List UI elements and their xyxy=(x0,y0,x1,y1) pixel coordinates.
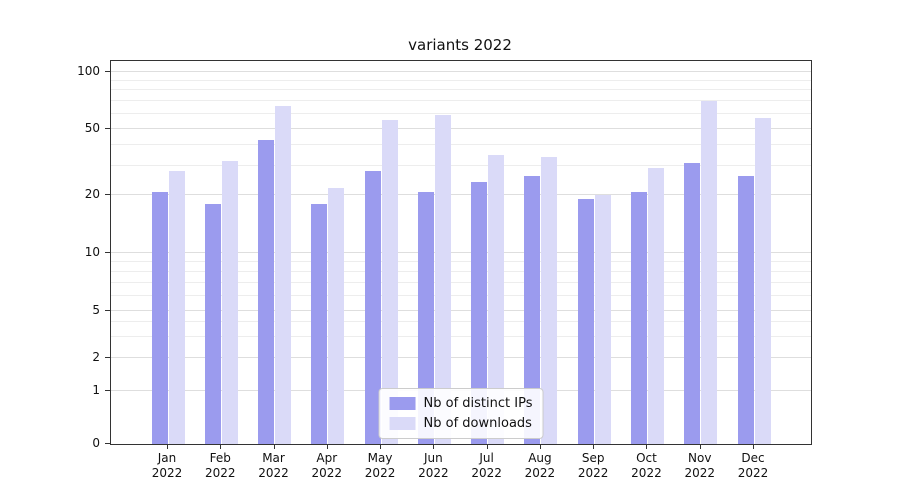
gridline-major xyxy=(111,310,811,311)
bar-downloads-nov xyxy=(701,101,718,444)
x-tick-mark xyxy=(433,444,435,449)
bar-downloads-aug xyxy=(541,156,558,444)
x-tick-mark xyxy=(220,444,222,449)
y-tick-mark xyxy=(105,390,110,391)
bar-distinct-ips-jul xyxy=(471,181,488,444)
bar-downloads-feb xyxy=(221,161,238,444)
legend-swatch-distinct-ips xyxy=(389,397,416,410)
bar-distinct-ips-nov xyxy=(684,163,701,444)
bar-downloads-may xyxy=(381,119,398,444)
plot-area: Nb of distinct IPs Nb of downloads xyxy=(110,60,812,445)
y-tick-label: 100 xyxy=(77,64,100,78)
x-tick-mark xyxy=(326,444,328,449)
bar-downloads-oct xyxy=(647,168,664,444)
bar-distinct-ips-aug xyxy=(524,176,541,444)
x-tick-mark xyxy=(699,444,701,449)
bar-downloads-mar xyxy=(275,106,292,444)
gridline-major xyxy=(111,128,811,129)
x-tick-label: Mar 2022 xyxy=(258,451,289,480)
x-tick-mark xyxy=(646,444,648,449)
gridline-minor xyxy=(111,113,811,115)
bar-downloads-dec xyxy=(754,118,771,444)
bar-distinct-ips-jun xyxy=(417,191,434,444)
gridline-major xyxy=(111,252,811,253)
bar-distinct-ips-feb xyxy=(204,203,221,444)
legend-item-downloads: Nb of downloads xyxy=(389,416,533,431)
y-tick-label: 1 xyxy=(92,383,100,397)
x-tick-label: Sep 2022 xyxy=(577,451,609,480)
x-tick-label: Nov 2022 xyxy=(684,451,715,480)
x-tick-mark xyxy=(273,444,275,449)
x-tick-mark xyxy=(539,444,541,449)
bar-downloads-jul xyxy=(488,154,505,444)
x-tick-mark xyxy=(753,444,754,449)
bar-distinct-ips-apr xyxy=(311,203,328,444)
bar-downloads-sep xyxy=(594,195,611,444)
gridline-minor xyxy=(111,164,811,166)
y-tick-mark xyxy=(105,310,110,311)
x-tick-mark xyxy=(486,444,488,449)
gridline-minor xyxy=(111,89,811,91)
x-tick-label: Oct 2022 xyxy=(631,451,662,480)
x-tick-mark xyxy=(167,444,168,449)
bar-downloads-jan xyxy=(168,170,185,444)
legend-label-downloads: Nb of downloads xyxy=(423,416,532,431)
y-tick-mark xyxy=(105,252,110,253)
gridline-minor xyxy=(111,260,811,262)
y-tick-label: 5 xyxy=(92,303,100,317)
legend-label-distinct-ips: Nb of distinct IPs xyxy=(423,396,533,411)
bar-downloads-jun xyxy=(434,115,451,444)
bar-downloads-apr xyxy=(328,188,345,444)
bar-distinct-ips-dec xyxy=(737,176,754,444)
y-tick-label: 2 xyxy=(92,350,100,364)
x-tick-mark xyxy=(380,444,382,449)
y-tick-mark xyxy=(105,357,110,358)
x-tick-label: Apr 2022 xyxy=(311,451,343,480)
legend-swatch-downloads xyxy=(389,417,416,430)
y-tick-mark xyxy=(105,71,110,72)
gridline-minor xyxy=(111,79,811,81)
x-tick-label: Feb 2022 xyxy=(204,451,236,480)
y-tick-label: 10 xyxy=(84,245,100,259)
gridline-minor xyxy=(111,294,811,296)
x-tick-label: Aug 2022 xyxy=(524,451,556,480)
legend-item-distinct-ips: Nb of distinct IPs xyxy=(389,396,533,411)
y-tick-label: 20 xyxy=(84,187,100,201)
bar-distinct-ips-jan xyxy=(151,191,168,444)
gridline-major xyxy=(111,71,811,72)
bar-distinct-ips-may xyxy=(364,170,381,444)
y-tick-mark xyxy=(105,128,110,129)
gridline-minor xyxy=(111,270,811,272)
y-tick-label: 50 xyxy=(84,121,100,135)
legend: Nb of distinct IPs Nb of downloads xyxy=(378,388,544,439)
bar-distinct-ips-mar xyxy=(258,139,275,444)
x-tick-label: Jan 2022 xyxy=(151,451,183,480)
x-tick-label: Dec 2022 xyxy=(737,451,769,480)
x-tick-mark xyxy=(593,444,595,449)
gridline-major xyxy=(111,194,811,195)
x-tick-label: Jun 2022 xyxy=(418,451,449,480)
chart-title: variants 2022 xyxy=(408,36,512,54)
bar-distinct-ips-sep xyxy=(577,199,594,444)
gridline-minor xyxy=(111,321,811,323)
gridline-minor xyxy=(111,100,811,102)
gridline-major xyxy=(111,357,811,358)
x-tick-label: Jul 2022 xyxy=(471,451,502,480)
gridline-minor xyxy=(111,336,811,338)
y-tick-mark xyxy=(105,443,110,444)
y-tick-label: 0 xyxy=(92,436,100,450)
gridline-minor xyxy=(111,281,811,283)
y-tick-mark xyxy=(105,194,110,195)
x-tick-label: May 2022 xyxy=(364,451,396,480)
bar-distinct-ips-oct xyxy=(630,191,647,444)
gridline-minor xyxy=(111,144,811,146)
